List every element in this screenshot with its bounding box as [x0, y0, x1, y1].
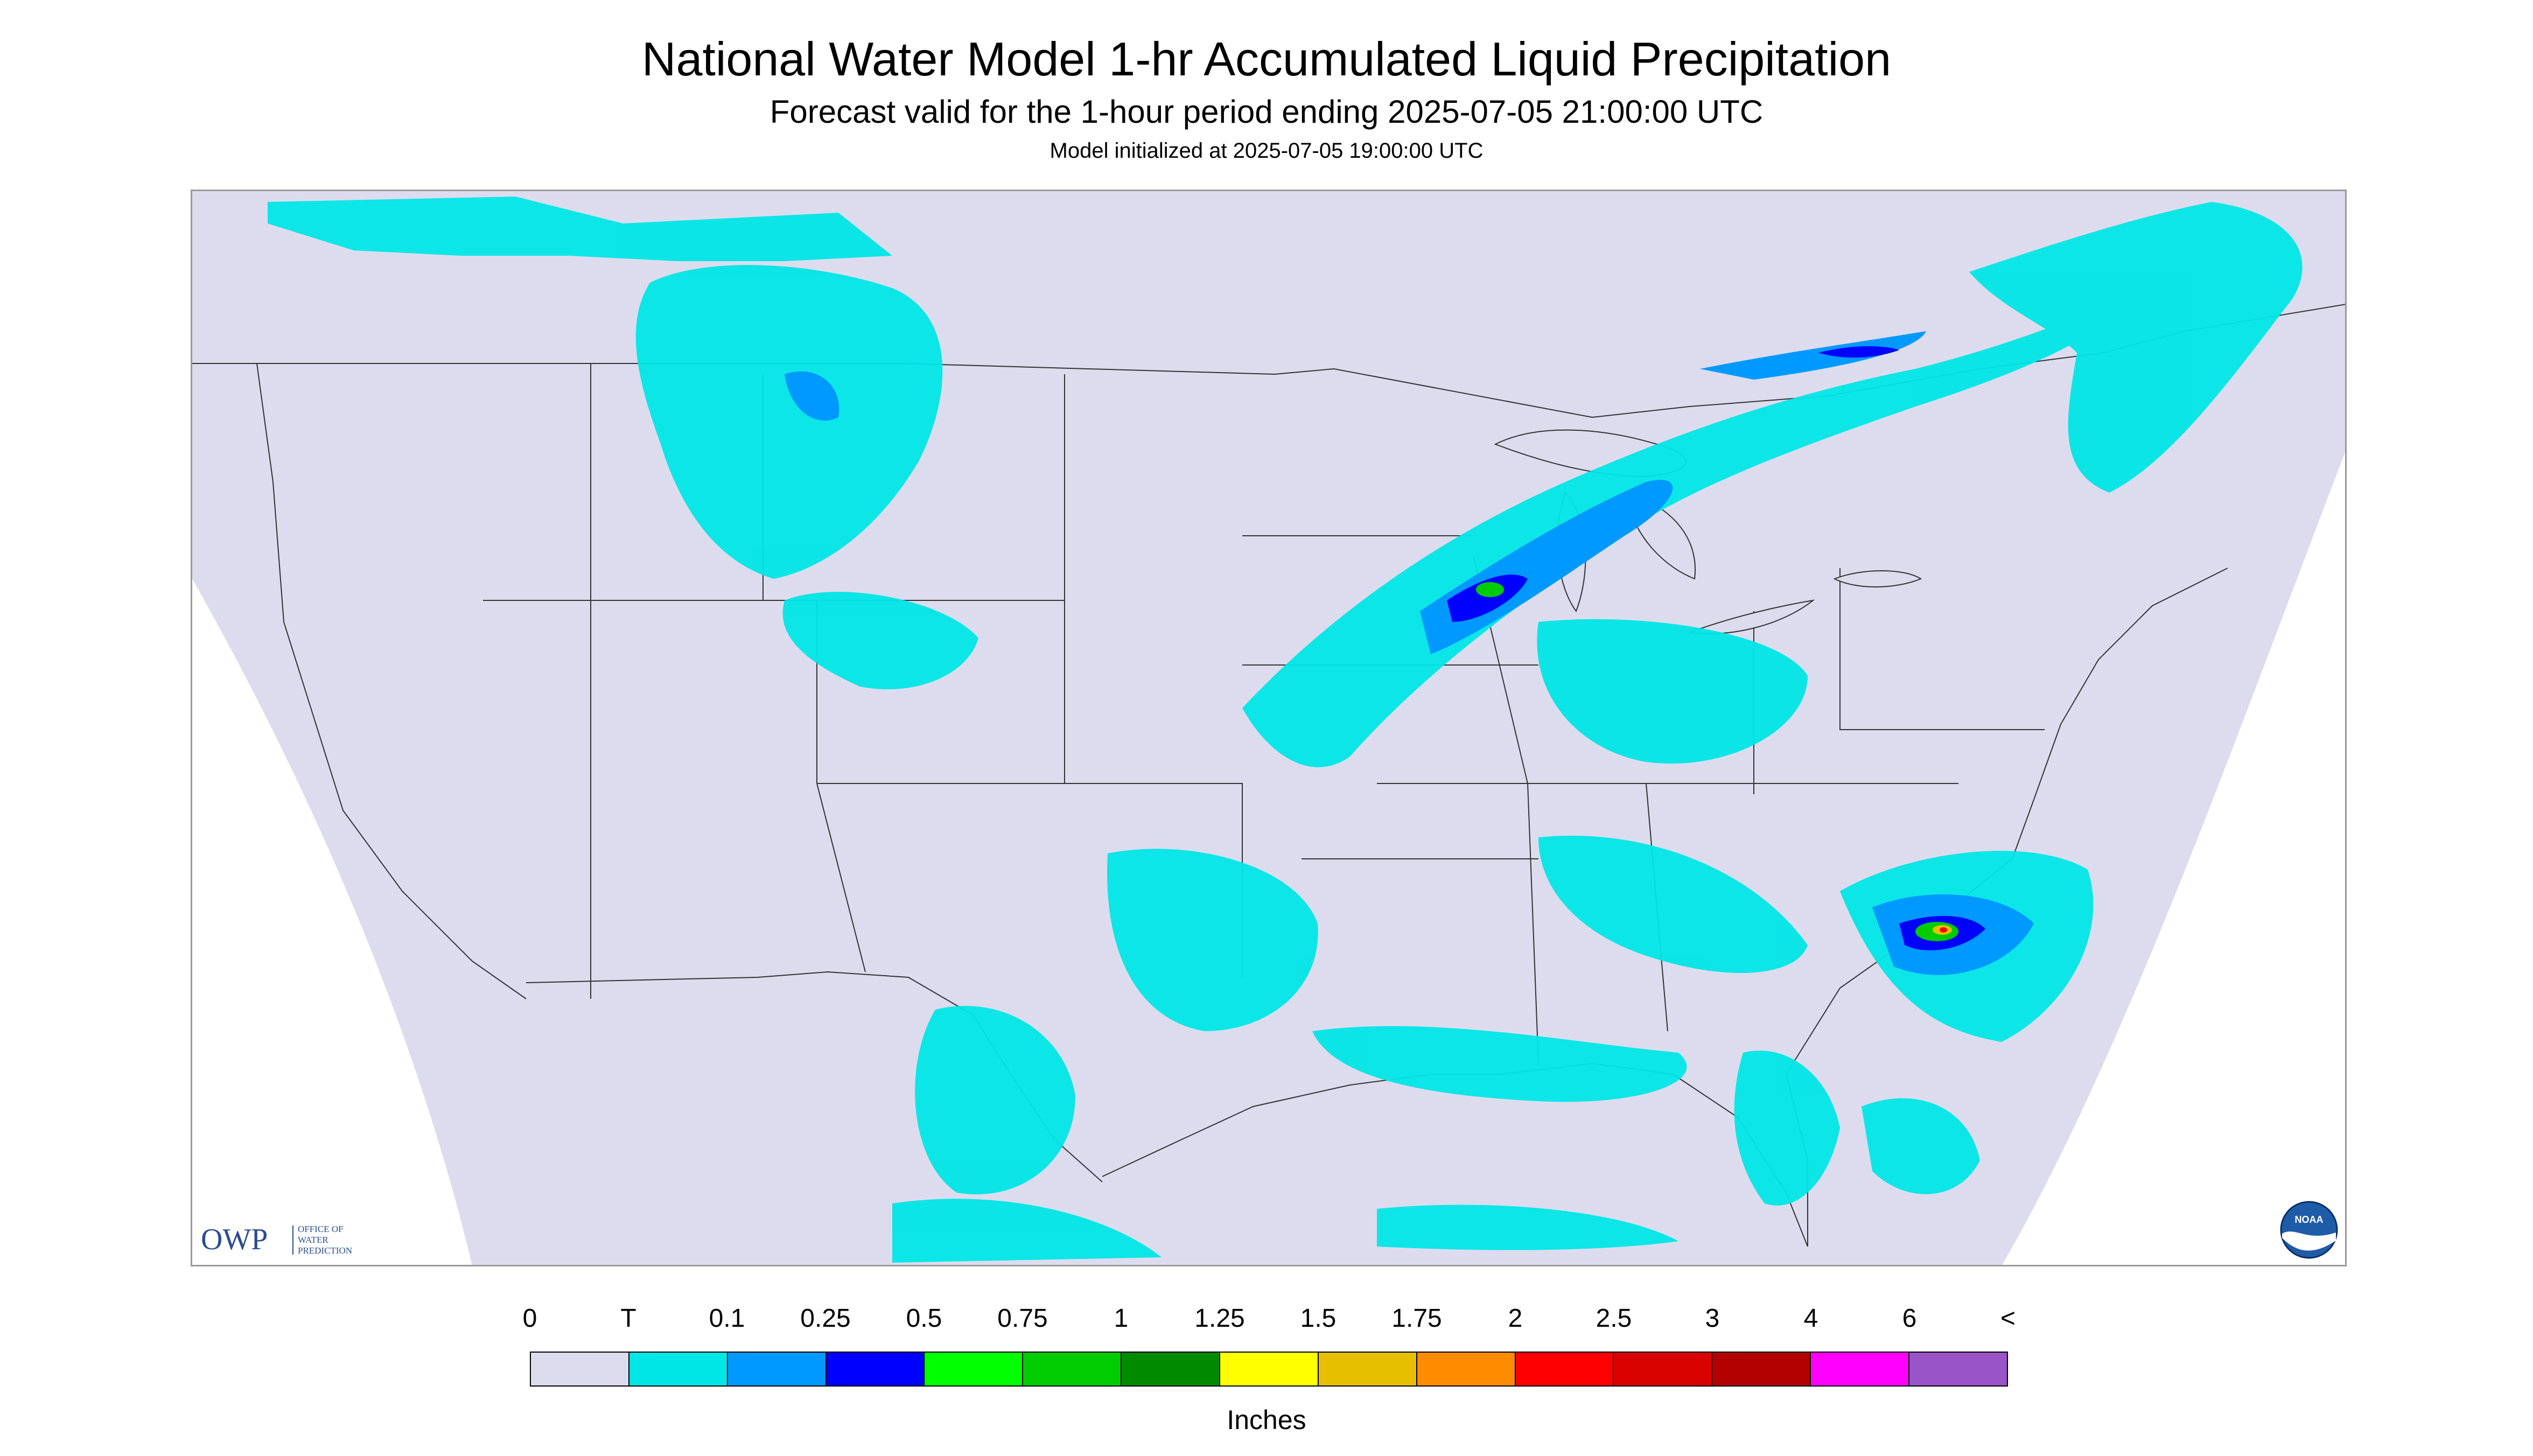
- precipitation-map: OWP OFFICE OF WATER PREDICTION NOAA: [191, 190, 2347, 1266]
- owp-logo-divider: [292, 1226, 293, 1255]
- precip-florida: [1734, 1051, 1840, 1206]
- precip-canada-west: [268, 197, 892, 261]
- legend-swatch: [727, 1353, 827, 1385]
- owp-logo-subtext-1: OFFICE OF: [298, 1224, 344, 1234]
- legend-swatch: [1318, 1353, 1417, 1385]
- legend-tick-label: 4: [1803, 1304, 1818, 1333]
- state-line-12: [1839, 568, 2045, 730]
- legend-tick-label: 1.75: [1391, 1304, 1442, 1333]
- legend-swatch: [1909, 1353, 2007, 1385]
- legend-tick-label: 2: [1508, 1304, 1523, 1333]
- legend-swatch: [1122, 1353, 1221, 1385]
- projection-edge-right: [2002, 452, 2345, 1265]
- legend-tick-label: 0.25: [800, 1304, 851, 1333]
- legend-swatch: [1614, 1353, 1713, 1385]
- legend-tick-label: 0.1: [709, 1304, 745, 1333]
- legend-tick-label: 1.5: [1300, 1304, 1337, 1333]
- lake-erie: [1689, 599, 1815, 634]
- map-title: National Water Model 1-hr Accumulated Li…: [641, 32, 1892, 86]
- precip-wi-green: [1476, 582, 1504, 597]
- precip-texas: [1107, 849, 1318, 1031]
- legend-swatch: [531, 1353, 629, 1385]
- legend-swatch: [1515, 1353, 1614, 1385]
- noaa-logo-icon: NOAA: [2280, 1201, 2338, 1259]
- legend-swatch: [629, 1353, 728, 1385]
- legend-swatch: [826, 1353, 925, 1385]
- precip-tier-0.5: [1447, 346, 1985, 950]
- map-subtitle: Forecast valid for the 1-hour period end…: [769, 94, 1764, 130]
- legend-tick-label: 0: [522, 1304, 537, 1333]
- owp-logo-subtext-3: PREDICTION: [298, 1245, 353, 1256]
- legend-tick-label: 3: [1705, 1304, 1720, 1333]
- precip-wisconsin-core: [1447, 575, 1528, 622]
- precip-quebec: [1969, 202, 2303, 493]
- legend-tick-label: T: [620, 1304, 636, 1333]
- legend-swatch: [1220, 1353, 1319, 1385]
- owp-logo: OWP OFFICE OF WATER PREDICTION: [201, 1222, 373, 1258]
- precip-carolina-red: [1940, 927, 1947, 933]
- legend-swatch: [925, 1353, 1024, 1385]
- noaa-logo-text: NOAA: [2295, 1214, 2324, 1225]
- legend-tick-label: <: [2000, 1304, 2016, 1333]
- legend-color-bar: [530, 1352, 2008, 1387]
- legend-tick-label: 6: [1902, 1304, 1917, 1333]
- precip-montana: [635, 265, 943, 579]
- precip-ontario-blue: [1818, 346, 1899, 358]
- legend-swatch: [1811, 1353, 1910, 1385]
- legend-labels: 0 T 0.1 0.25 0.5 0.75 1 1.25 1.5 1.75 2 2.5 3 4 6 <: [0, 1306, 2533, 1338]
- owp-logo-subtext-2: WATER: [298, 1235, 328, 1245]
- precip-southeast: [1538, 835, 1808, 974]
- state-line-14: [816, 783, 866, 972]
- legend-swatch: [1023, 1353, 1122, 1385]
- precip-ontario-core: [1700, 331, 1926, 380]
- legend-swatch: [1417, 1353, 1516, 1385]
- owp-logo-text: OWP: [201, 1223, 268, 1256]
- precip-mexico-south: [892, 1199, 1161, 1263]
- legend-swatch: [1712, 1353, 1811, 1385]
- lake-ontario: [1833, 570, 1922, 587]
- projection-edge-left: [192, 579, 472, 1265]
- legend-tick-label: 0.5: [906, 1304, 942, 1333]
- precip-wyoming: [782, 592, 978, 690]
- precip-great-lakes-band: [1242, 299, 2131, 767]
- legend-units: Inches: [1227, 1405, 1306, 1435]
- legend-tick-label: 1: [1114, 1304, 1129, 1333]
- precip-montana-core: [785, 371, 839, 421]
- legend-tick-label: 2.5: [1596, 1304, 1632, 1333]
- legend-tick-label: 0.75: [997, 1304, 1048, 1333]
- precip-gulf-coast: [1312, 1026, 1687, 1102]
- map-canvas: [192, 191, 2345, 1265]
- west-coast-outline: [256, 363, 527, 999]
- precip-tier-2: [1940, 927, 1947, 933]
- legend-tick-label: 1.25: [1194, 1304, 1245, 1333]
- precip-ohio-valley: [1537, 619, 1808, 764]
- model-init-text: Model initialized at 2025-07-05 19:00:00…: [1049, 139, 1484, 163]
- precip-south-texas: [915, 1006, 1075, 1195]
- precip-gulf-south: [1377, 1205, 1678, 1250]
- precip-atlantic-south: [1862, 1098, 1980, 1194]
